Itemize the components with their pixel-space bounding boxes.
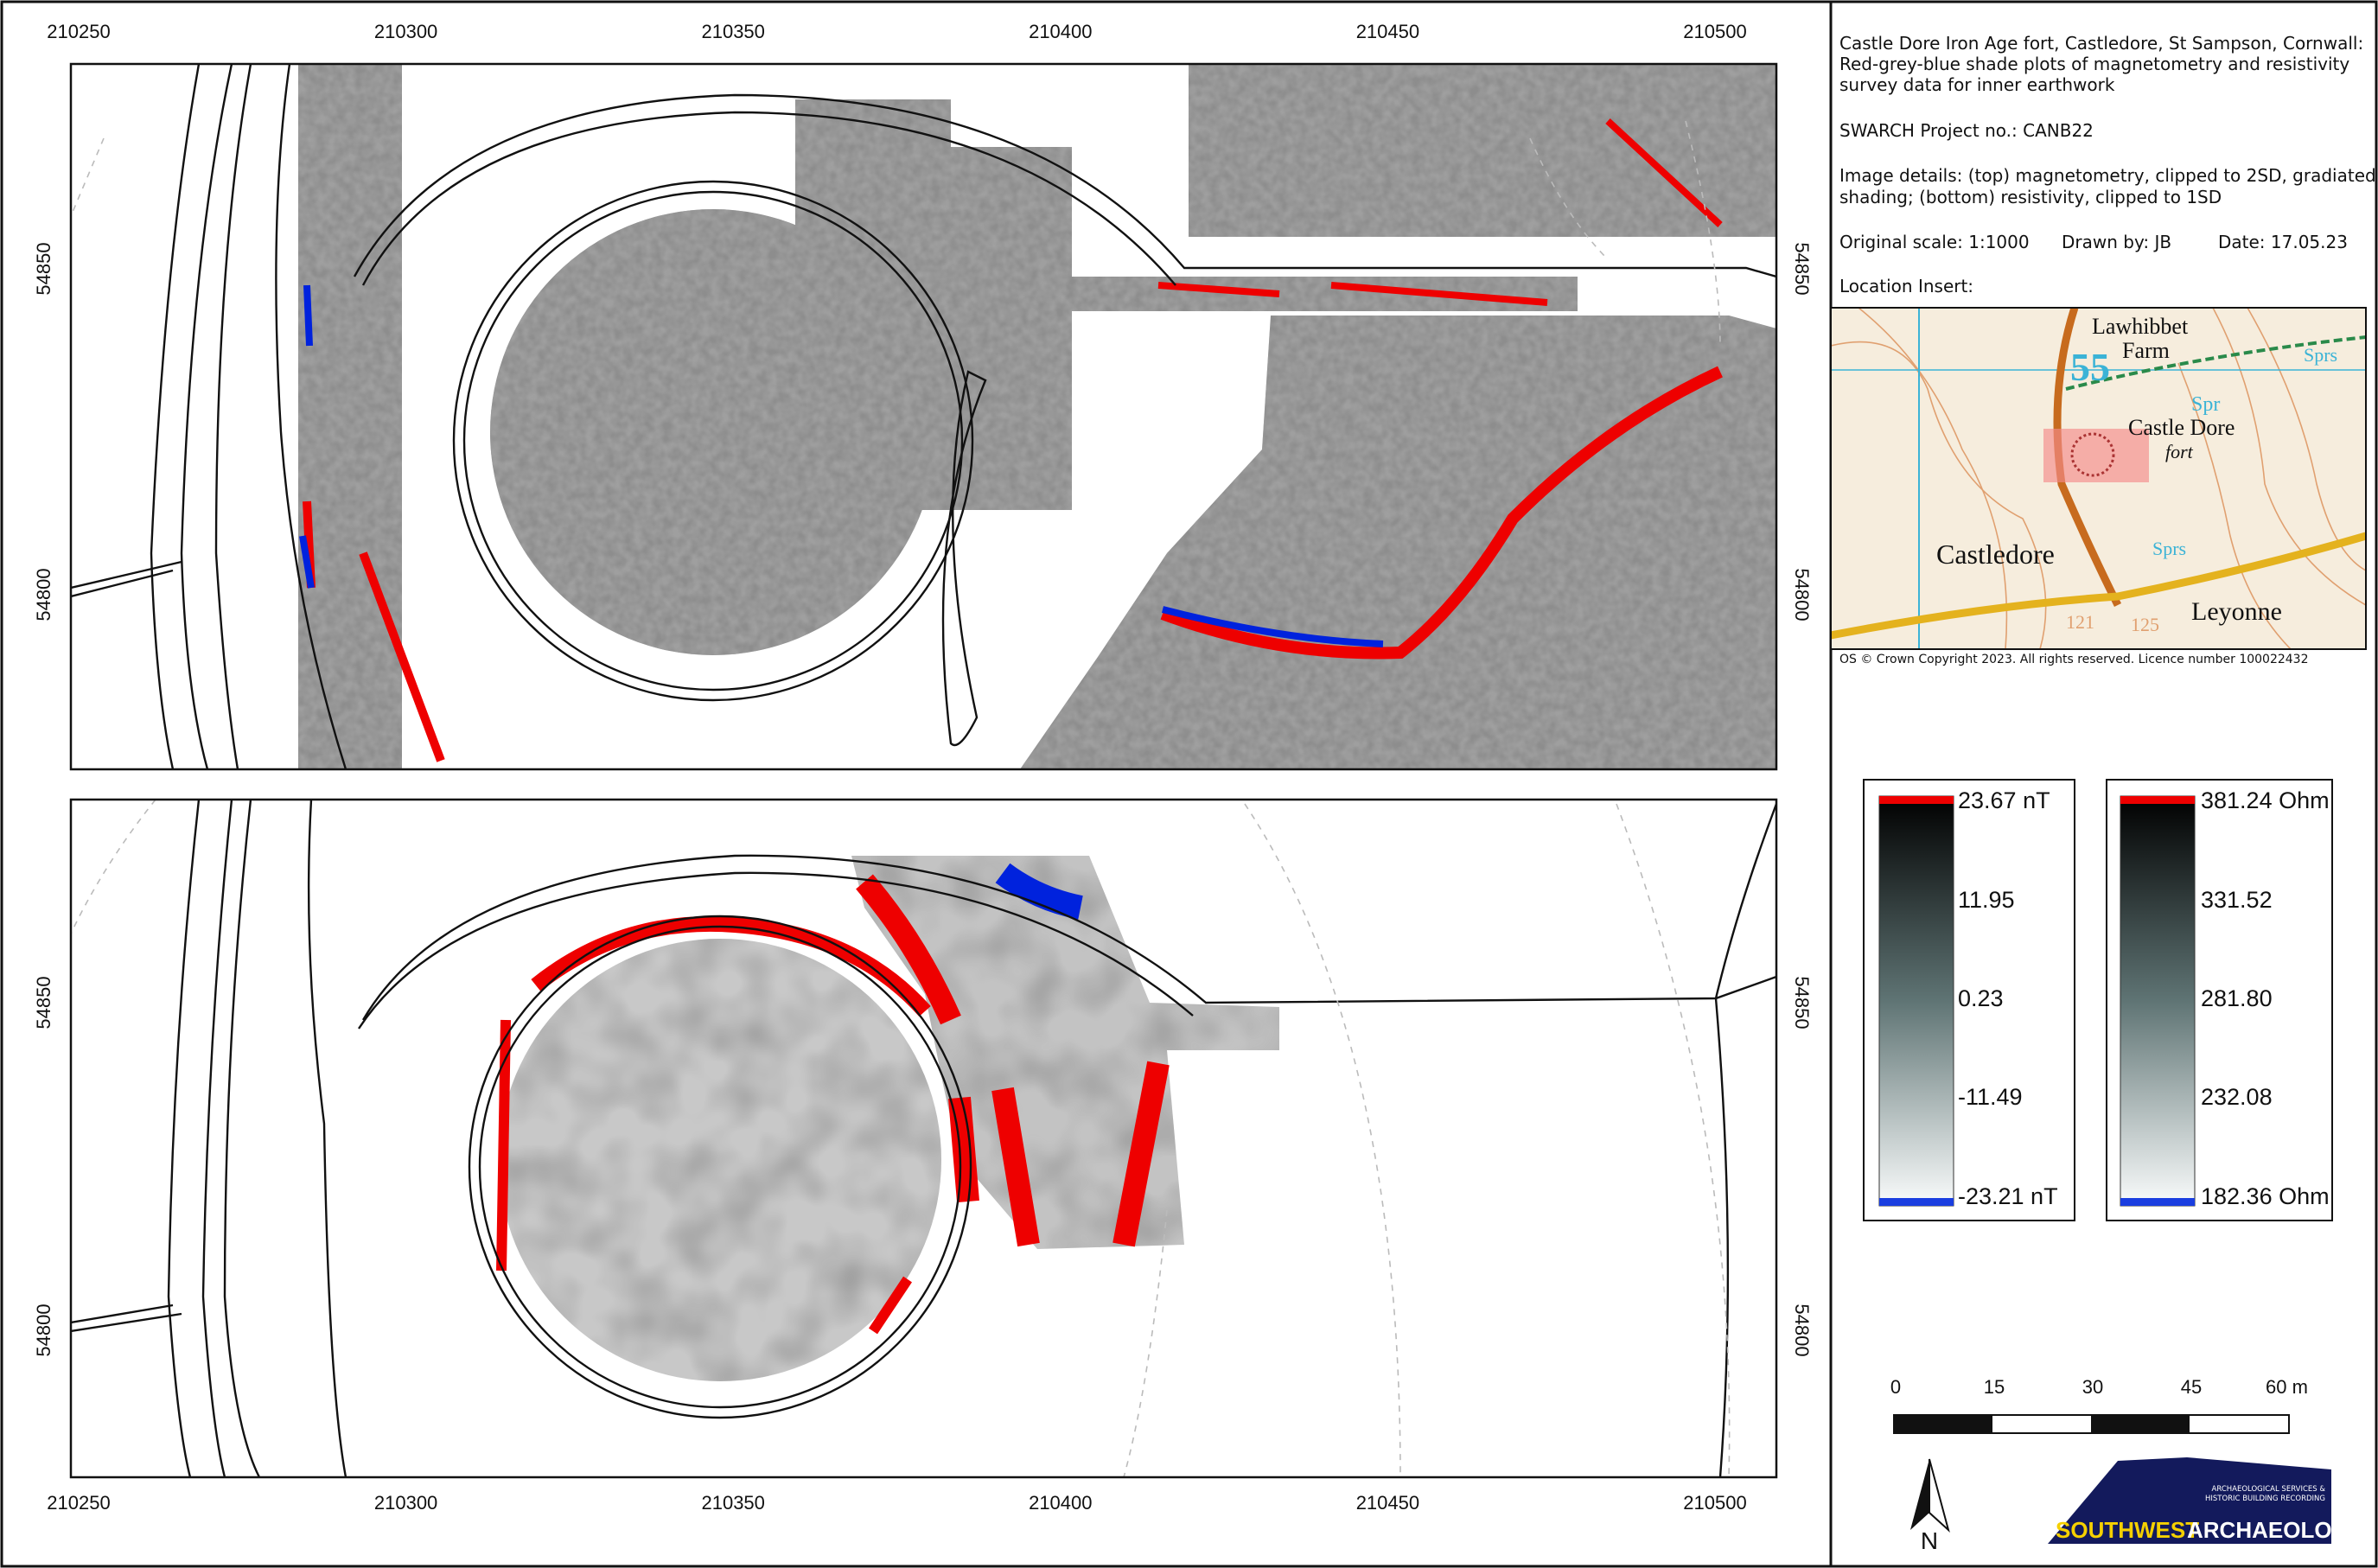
location-map: Lawhibbet Farm 55 Spr Castle Dore fort S… <box>1831 308 2366 649</box>
place-label: Lawhibbet <box>2092 314 2189 339</box>
y-coordinate-label: 54850 <box>33 242 54 295</box>
resistivity-map <box>71 800 1776 1477</box>
y-coordinate-label: 54850 <box>1791 242 1813 295</box>
x-coordinate-label: 210350 <box>701 1492 764 1514</box>
page: 210250 210300 210350 210400 210450 210500 5485… <box>0 0 2378 1568</box>
x-coordinate-label: 210250 <box>47 1492 110 1514</box>
image-details: Image details: (top) magnetometry, clipp… <box>1839 165 2376 186</box>
north-label: N <box>1921 1527 1938 1554</box>
logo-name: SOUTHWEST <box>2056 1517 2199 1543</box>
logo-tagline: ARCHAEOLOGICAL SERVICES & <box>2212 1485 2326 1494</box>
legend-label: 232.08 <box>2201 1084 2273 1110</box>
original-scale: Original scale: 1:1000 <box>1839 232 2030 252</box>
y-coordinate-label: 54850 <box>1791 976 1813 1029</box>
legend-label: 11.95 <box>1958 887 2015 913</box>
image-details: shading; (bottom) resistivity, clipped t… <box>1839 187 2222 207</box>
y-coordinate-label: 54850 <box>33 976 54 1029</box>
legend-label: 281.80 <box>2201 985 2273 1011</box>
y-coordinate-label: 54800 <box>1791 1303 1813 1356</box>
height-label: 121 <box>2066 611 2094 633</box>
project-number: SWARCH Project no.: CANB22 <box>1839 120 2094 141</box>
location-heading: Location Insert: <box>1839 276 1973 296</box>
height-label: 125 <box>2131 614 2159 635</box>
place-label: Farm <box>2122 338 2170 363</box>
logo-tagline: HISTORIC BUILDING RECORDING <box>2205 1495 2325 1503</box>
x-coordinate-label: 210450 <box>1356 21 1419 42</box>
place-label: fort <box>2165 441 2194 462</box>
legend-label: 0.23 <box>1958 985 2004 1011</box>
scale-label: 30 <box>2082 1376 2103 1398</box>
north-arrow: N <box>1910 1459 1948 1554</box>
magnetometry-data <box>71 64 1776 769</box>
x-coordinate-label: 210300 <box>374 21 437 42</box>
legend-label: 23.67 nT <box>1958 787 2050 813</box>
legend-label: 331.52 <box>2201 887 2273 913</box>
magnetometry-map <box>71 64 1776 769</box>
x-coordinate-label: 210350 <box>701 21 764 42</box>
logo: ARCHAEOLOGICAL SERVICES & HISTORIC BUILD… <box>2048 1457 2364 1544</box>
legend-label: -23.21 nT <box>1958 1183 2058 1209</box>
y-coordinate-label: 54800 <box>1791 568 1813 621</box>
resistivity-data <box>499 856 1279 1381</box>
info-panel: Castle Dore Iron Age fort, Castledore, S… <box>1839 33 2376 296</box>
y-coordinate-label: 54800 <box>33 568 54 621</box>
x-coordinate-label: 210500 <box>1683 21 1746 42</box>
place-label: Castle Dore <box>2128 415 2235 440</box>
scale-labels: 0 15 30 45 60 m <box>1890 1376 2308 1398</box>
place-label: Leyonne <box>2191 597 2282 626</box>
grid-label: 55 <box>2070 345 2110 389</box>
x-coordinate-label: 210400 <box>1029 1492 1092 1514</box>
scale-bar <box>1894 1415 2289 1433</box>
drawn-by: Drawn by: JB <box>2062 232 2171 252</box>
spring-label: Sprs <box>2152 538 2186 559</box>
spring-label: Spr <box>2191 393 2220 416</box>
place-label: Castledore <box>1936 539 2055 570</box>
title-line: Castle Dore Iron Age fort, Castledore, S… <box>1839 33 2363 54</box>
x-coordinate-label: 210450 <box>1356 1492 1419 1514</box>
scale-label: 45 <box>2181 1376 2202 1398</box>
x-coordinate-label: 210300 <box>374 1492 437 1514</box>
title-line: Red-grey-blue shade plots of magnetometr… <box>1839 54 2349 74</box>
scale-label: 60 m <box>2266 1376 2308 1398</box>
x-coordinate-label: 210500 <box>1683 1492 1746 1514</box>
copyright: OS © Crown Copyright 2023. All rights re… <box>1839 653 2309 666</box>
legend-label: 381.24 Ohm <box>2201 787 2330 813</box>
logo-name: ARCHAEOLOGY <box>2187 1517 2364 1543</box>
legend-label: -11.49 <box>1958 1084 2023 1110</box>
scale-label: 15 <box>1984 1376 2005 1398</box>
title-line: survey data for inner earthwork <box>1839 74 2115 95</box>
x-coordinate-label: 210400 <box>1029 21 1092 42</box>
scale-label: 0 <box>1890 1376 1901 1398</box>
date: Date: 17.05.23 <box>2218 232 2348 252</box>
spring-label: Sprs <box>2304 344 2337 366</box>
legend-label: 182.36 Ohm <box>2201 1183 2330 1209</box>
y-coordinate-label: 54800 <box>33 1303 54 1356</box>
x-coordinate-label: 210250 <box>47 21 110 42</box>
